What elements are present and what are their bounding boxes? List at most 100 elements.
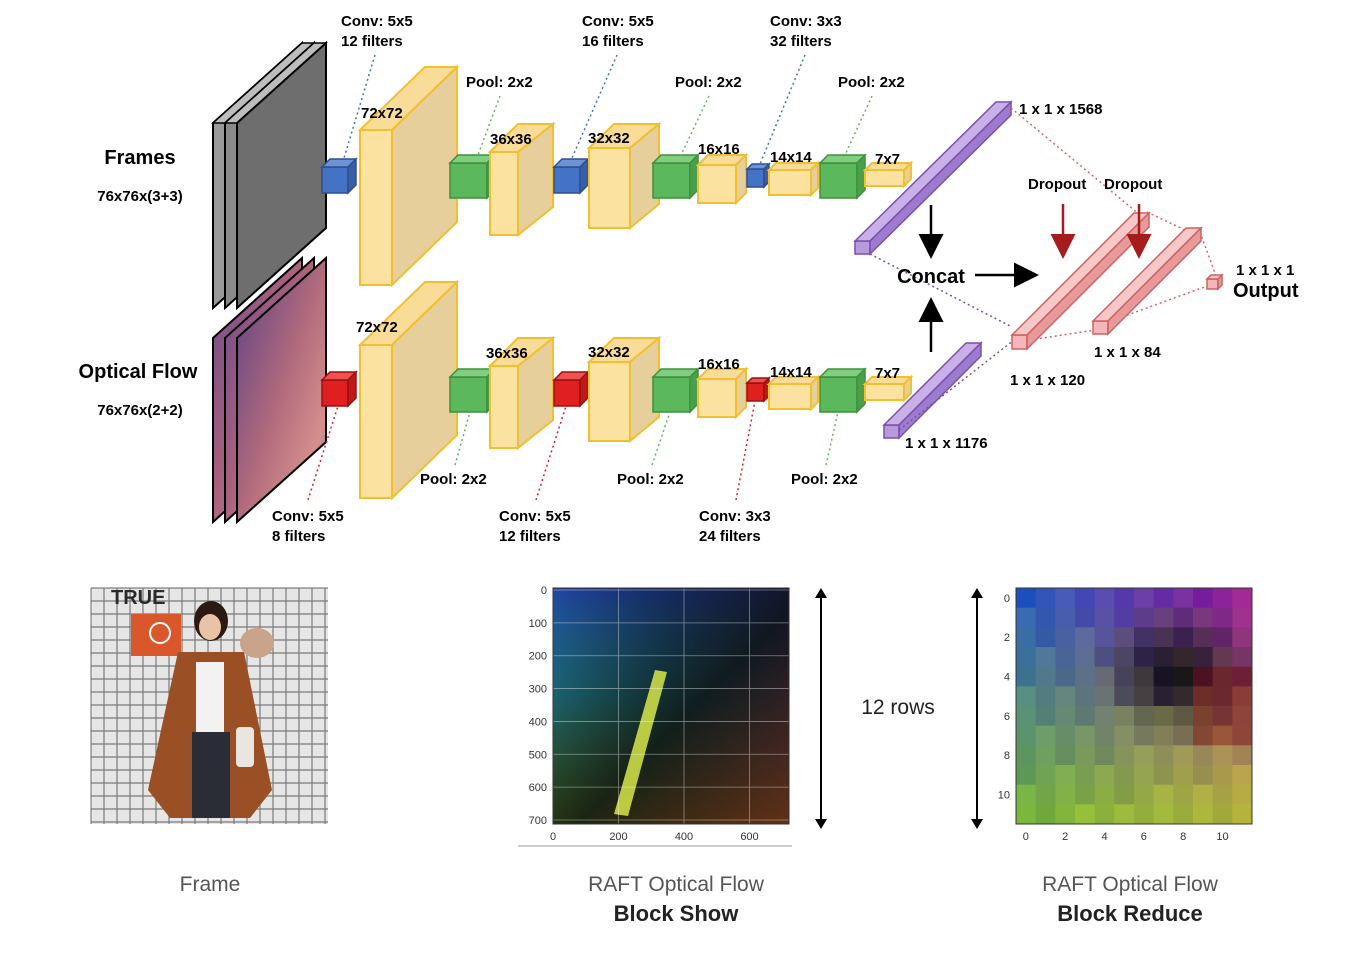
optical-flow-title: Optical Flow <box>79 361 198 383</box>
top-pool3-label: Pool: 2x2 <box>838 74 905 91</box>
bottom-featuremap-14 <box>766 374 821 412</box>
raft-show-ytick: 300 <box>529 684 547 696</box>
top-conv3-block <box>745 162 771 189</box>
bottom-size-16: 16x16 <box>698 356 740 373</box>
head-fc2-bar <box>1091 226 1203 336</box>
raft-reduce-xtick: 8 <box>1180 831 1186 843</box>
raft-show-xtick: 400 <box>675 831 693 843</box>
top-featuremap-32 <box>586 121 662 231</box>
bottom-featuremap-32 <box>586 335 662 444</box>
top-fc-bar <box>853 100 1013 256</box>
top-featuremap-72 <box>357 64 460 288</box>
bottom-fc-label: 1 x 1 x 1176 <box>905 435 988 452</box>
head-connectors <box>869 107 1217 431</box>
bottom-conv1-label-line2: 8 filters <box>272 528 325 545</box>
raft-reduce-caption-line1: RAFT Optical Flow <box>1042 873 1219 896</box>
output-label: Output <box>1233 280 1299 302</box>
raft-reduce-xtick: 0 <box>1023 831 1029 843</box>
head-fc1-bar <box>1010 211 1151 351</box>
raft-block-reduce-plot: 0 2 4 6 8 10 0 2 4 6 8 10 <box>998 587 1253 843</box>
bottom-size-72: 72x72 <box>356 319 398 336</box>
top-size-72: 72x72 <box>361 105 403 122</box>
bottom-featuremap-36 <box>487 335 556 451</box>
top-size-36: 36x36 <box>490 131 532 148</box>
raft-reduce-xtick: 10 <box>1216 831 1228 843</box>
bottom-featuremap-7 <box>862 374 914 403</box>
top-labels: Conv: 5x5 12 filters 72x72 Pool: 2x2 36x… <box>341 13 1102 168</box>
bottom-pool1-label: Pool: 2x2 <box>420 471 487 488</box>
raft-show-ytick: 100 <box>529 618 547 630</box>
raft-show-ytick: 200 <box>529 651 547 663</box>
bottom-size-32: 32x32 <box>588 344 630 361</box>
optical-flow-input-size: 76x76x(2+2) <box>97 402 183 419</box>
bottom-conv3-label-line1: Conv: 3x3 <box>699 508 771 525</box>
bottom-size-36: 36x36 <box>486 345 528 362</box>
frames-input-size: 76x76x(3+3) <box>97 188 183 205</box>
raft-reduce-ytick: 6 <box>1004 711 1010 723</box>
top-featuremap-14 <box>766 160 821 198</box>
bottom-conv2-label-line1: Conv: 5x5 <box>499 508 571 525</box>
bottom-conv1-block <box>320 370 358 408</box>
bottom-size-14: 14x14 <box>770 364 812 381</box>
raft-reduce-ytick: 10 <box>998 790 1010 802</box>
raft-show-caption-line2: Block Show <box>614 901 740 926</box>
top-featuremap-36 <box>487 121 556 238</box>
top-conv3-label-line1: Conv: 3x3 <box>770 13 842 30</box>
raft-reduce-ytick: 0 <box>1004 593 1010 605</box>
top-conv2-block <box>552 157 590 195</box>
raft-show-ytick: 0 <box>541 585 547 597</box>
raft-reduce-xtick: 6 <box>1141 831 1147 843</box>
raft-reduce-ytick: 2 <box>1004 632 1010 644</box>
bottom-pool3-block <box>818 367 867 414</box>
bottom-conv3-label-line2: 24 filters <box>699 528 761 545</box>
top-conv1-block <box>320 157 358 195</box>
frame-caption: Frame <box>180 873 241 896</box>
raft-show-xtick: 600 <box>740 831 758 843</box>
top-conv2-label-line1: Conv: 5x5 <box>582 13 654 30</box>
raft-show-ytick: 700 <box>529 815 547 827</box>
raft-reduce-ytick: 4 <box>1004 672 1010 684</box>
raft-show-ytick: 500 <box>529 749 547 761</box>
top-pool1-block <box>448 153 497 200</box>
concat-label: Concat <box>897 266 965 288</box>
raft-reduce-ytick: 8 <box>1004 750 1010 762</box>
bottom-size-7: 7x7 <box>875 365 900 382</box>
frames-input-stack <box>211 40 328 311</box>
bottom-pool3-label: Pool: 2x2 <box>791 471 858 488</box>
head-fc2-label: 1 x 1 x 84 <box>1094 344 1161 361</box>
bottom-labels: 72x72 36x36 32x32 16x16 14x14 7x7 Conv: … <box>272 319 988 545</box>
top-conv3-label-line2: 32 filters <box>770 33 832 50</box>
dropout-label-2: Dropout <box>1104 176 1162 193</box>
top-conv2-label-line2: 16 filters <box>582 33 644 50</box>
top-pool3-block <box>818 153 867 200</box>
output-size-label: 1 x 1 x 1 <box>1236 262 1294 279</box>
raft-reduce-xtick: 4 <box>1101 831 1107 843</box>
top-conv1-label-line2: 12 filters <box>341 33 403 50</box>
top-featuremap-16 <box>695 152 749 206</box>
head-fc1-label: 1 x 1 x 120 <box>1010 372 1085 389</box>
bottom-conv2-label-line2: 12 filters <box>499 528 561 545</box>
top-fc-label: 1 x 1 x 1568 <box>1019 101 1102 118</box>
raft-show-xtick: 0 <box>550 831 556 843</box>
frame-sign-text: TRUE <box>111 587 165 609</box>
bottom-conv3-block <box>745 376 771 403</box>
top-pool2-block <box>651 153 700 200</box>
top-pool1-label: Pool: 2x2 <box>466 74 533 91</box>
head-output-cube <box>1205 273 1224 291</box>
frames-title: Frames <box>104 147 175 169</box>
bottom-featuremap-72 <box>357 279 460 501</box>
top-pool2-label: Pool: 2x2 <box>675 74 742 91</box>
rows-label: 12 rows <box>861 696 935 719</box>
raft-reduce-caption-line2: Block Reduce <box>1057 901 1203 926</box>
bottom-featuremap-16 <box>695 366 749 420</box>
frame-photo: TRUE <box>90 587 328 824</box>
top-size-7: 7x7 <box>875 151 900 168</box>
bottom-pool1-block <box>448 367 497 414</box>
top-size-14: 14x14 <box>770 149 812 166</box>
raft-reduce-xtick: 2 <box>1062 831 1068 843</box>
top-featuremap-7 <box>862 160 914 189</box>
bottom-pool2-label: Pool: 2x2 <box>617 471 684 488</box>
raft-show-xtick: 200 <box>609 831 627 843</box>
